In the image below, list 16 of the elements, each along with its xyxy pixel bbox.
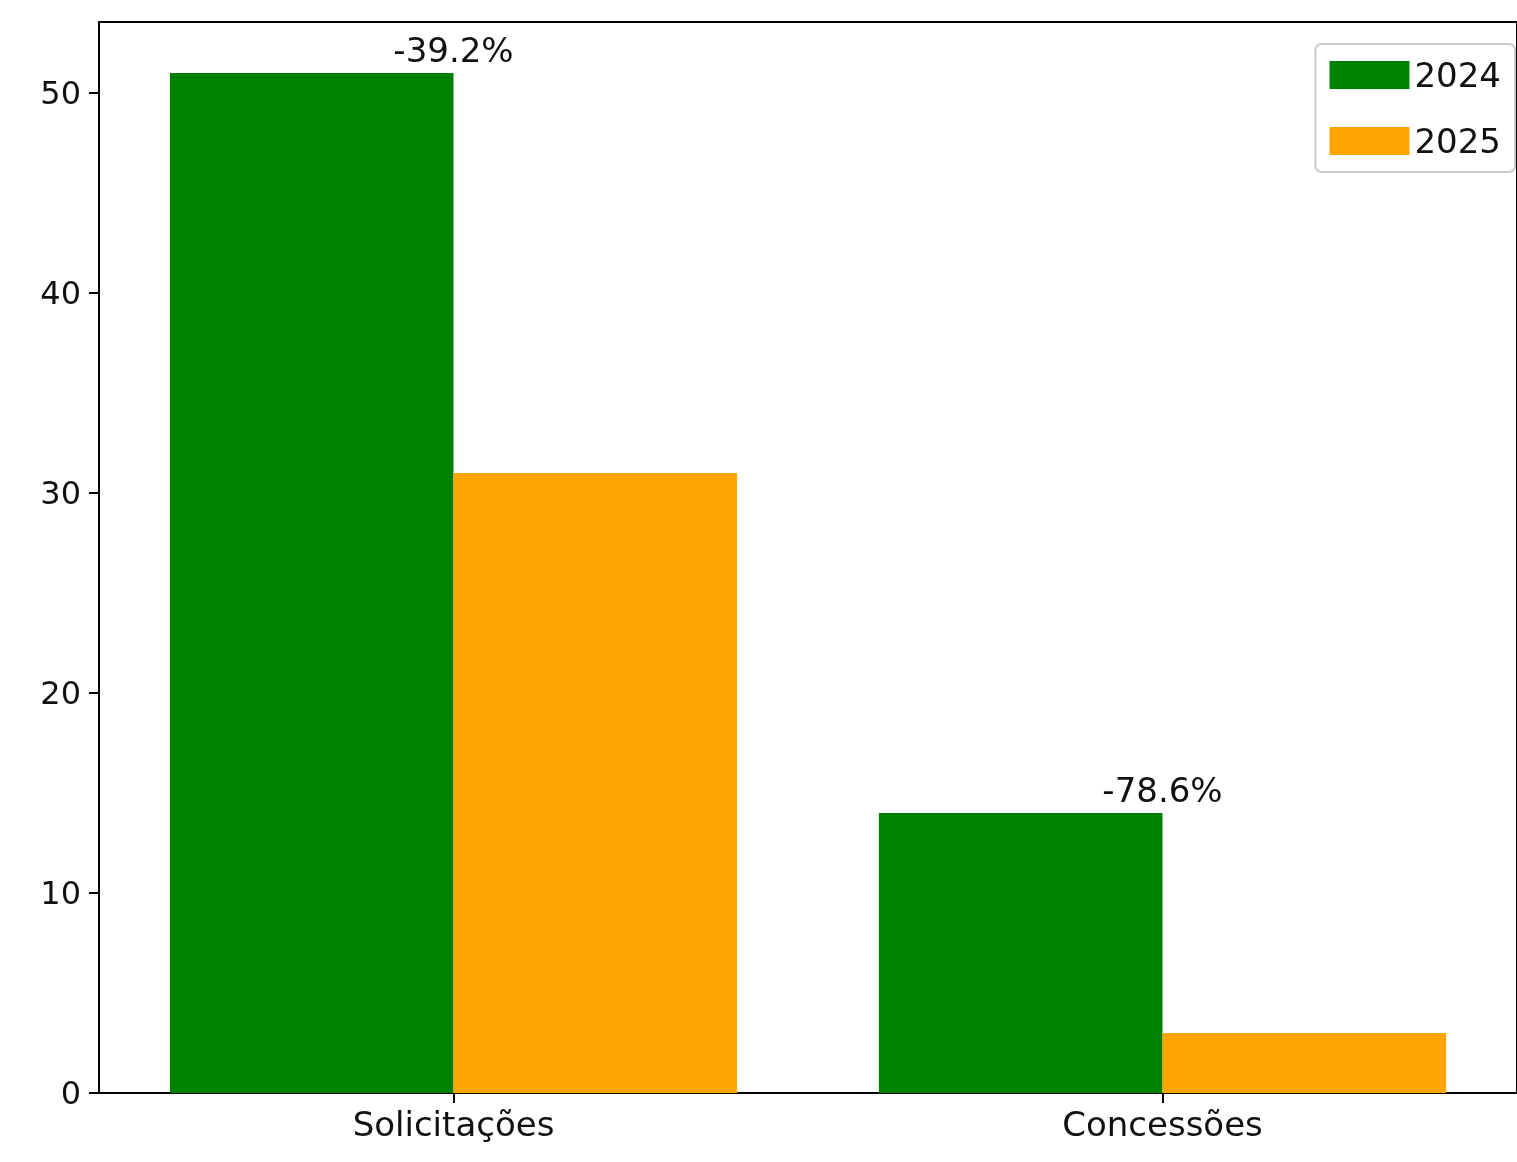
bar (1162, 1033, 1447, 1093)
legend-label: 2025 (1414, 121, 1501, 161)
y-tick-label: 10 (40, 874, 81, 912)
x-tick-label: Concessões (1062, 1104, 1263, 1144)
y-tick-label: 20 (40, 674, 81, 712)
annotation: -39.2% (393, 30, 514, 70)
y-tick-label: 0 (60, 1074, 81, 1112)
legend-label: 2024 (1414, 55, 1501, 95)
x-tick-label: Solicitações (352, 1104, 555, 1144)
bar (169, 73, 454, 1093)
annotation: -78.6% (1102, 770, 1223, 810)
y-tick-label: 30 (40, 474, 81, 512)
bar (453, 473, 738, 1093)
bar (878, 813, 1163, 1093)
y-tick-label: 50 (40, 74, 81, 112)
y-tick-label: 40 (40, 274, 81, 312)
